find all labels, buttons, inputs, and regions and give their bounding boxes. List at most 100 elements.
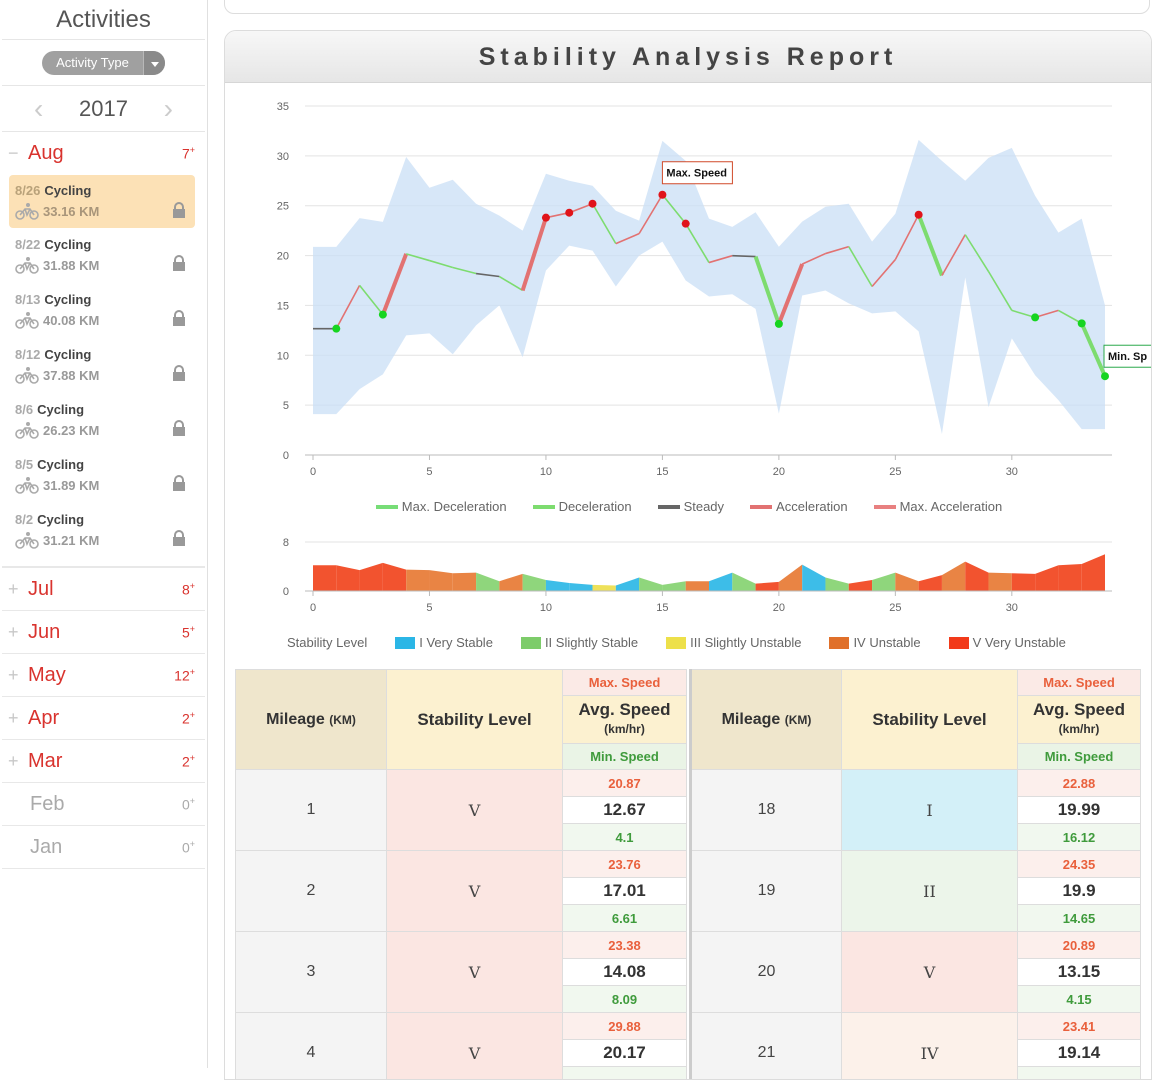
legend-label: Max. Acceleration [900,499,1003,514]
stability-area-segment [1058,564,1081,591]
x-tick-label: 30 [1006,466,1018,478]
month-count: 2+ [182,710,195,727]
activity-distance: 26.23 KM [43,423,99,438]
stability-level-cell: II [842,851,1018,932]
legend-swatch [376,505,398,509]
stability-level-cell: V [387,1013,563,1080]
x-tick-label: 10 [540,466,552,478]
year-selector: ‹ 2017 › [2,86,205,132]
stability-area-segment [429,570,452,591]
activity-date: 8/13 [15,292,40,307]
lock-icon[interactable] [171,365,187,381]
avg-speed-cell: 20.17 [563,1040,687,1067]
accel-marker [658,191,666,199]
lock-icon[interactable] [171,255,187,271]
month-name: Aug [24,142,182,165]
activity-type: Cycling [37,402,84,417]
decel-marker [1078,319,1086,327]
decel-marker [1031,313,1039,321]
legend-item[interactable]: V Very Unstable [949,635,1066,650]
bicycle-icon [15,311,39,329]
max-speed-cell: 22.88 [1018,770,1141,797]
lock-icon[interactable] [171,202,187,218]
avg-speed-cell: 14.08 [563,959,687,986]
stability-area-segment [360,563,383,591]
max-speed-cell: 29.88 [563,1013,687,1040]
legend-item[interactable]: IV Unstable [829,635,920,650]
expand-plus-icon: + [8,665,24,686]
month-row-aug[interactable]: − Aug 7+ [2,132,205,175]
legend-item[interactable]: Steady [658,499,724,514]
x-tick-label: 25 [889,602,901,614]
legend-label: Deceleration [559,499,632,514]
min-speed-header: Min. Speed [1018,744,1141,770]
decel-marker [332,325,340,333]
month-name: Jan [8,836,182,859]
x-tick-label: 15 [656,602,668,614]
stability-area-segment [523,574,546,591]
lock-icon[interactable] [171,530,187,546]
lock-icon[interactable] [171,310,187,326]
month-count: 2+ [182,753,195,770]
y-tick-label: 0 [283,450,289,462]
legend-swatch [521,637,541,649]
stability-area-segment [872,573,895,591]
chevron-right-icon[interactable]: › [164,95,173,123]
legend-item[interactable]: Max. Deceleration [376,499,507,514]
max-speed-cell: 23.76 [563,851,687,878]
lock-icon[interactable] [171,420,187,436]
stability-area-segment [662,581,685,591]
legend-item[interactable]: Max. Acceleration [874,499,1003,514]
min-speed-cell: 14.65 [1018,905,1141,932]
accel-marker [682,220,690,228]
y-tick-label: 30 [277,151,289,163]
decel-marker [775,320,783,328]
stability-area-segment [756,582,779,591]
mileage-header: Mileage (KM) [236,670,387,770]
legend-label: I Very Stable [419,635,493,650]
bicycle-icon [15,366,39,384]
legend-item[interactable]: Acceleration [750,499,848,514]
avg-speed-header: Avg. Speed(km/hr) [563,696,687,744]
stability-area-segment [709,573,732,591]
legend-swatch [666,637,686,649]
max-speed-header: Max. Speed [563,670,687,696]
min-speed-cell: 8.09 [563,986,687,1013]
stability-legend-title: Stability Level [287,635,367,650]
min-speed-cell: 6.61 [563,905,687,932]
legend-item[interactable]: II Slightly Stable [521,635,638,650]
sidebar-title: Activities [2,0,205,40]
lock-icon[interactable] [171,475,187,491]
activity-date: 8/26 [15,183,40,198]
chevron-left-icon[interactable]: ‹ [34,95,43,123]
activity-distance: 31.88 KM [43,258,99,273]
legend-swatch [750,505,772,509]
legend-item[interactable]: III Slightly Unstable [666,635,801,650]
legend-item[interactable]: I Very Stable [395,635,493,650]
expand-plus-icon: + [8,708,24,729]
legend-item[interactable]: Deceleration [533,499,632,514]
activity-type-dropdown[interactable]: Activity Type [42,51,165,75]
